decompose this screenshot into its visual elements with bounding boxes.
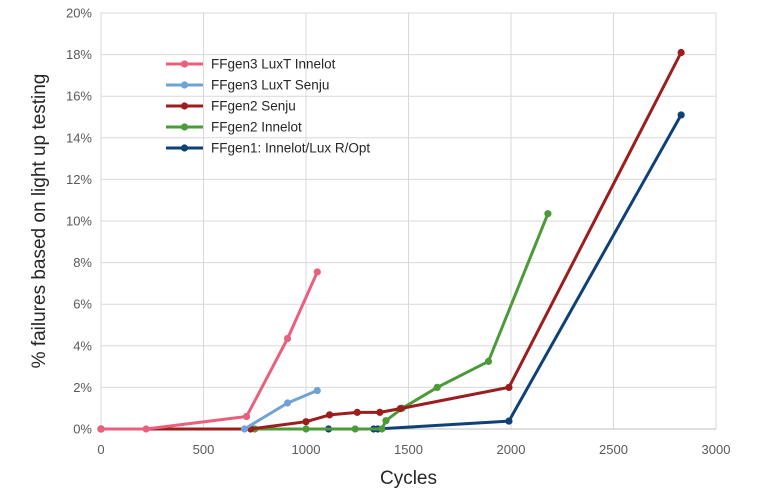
data-point — [302, 425, 310, 433]
legend: FFgen3 LuxT Innelot FFgen3 LuxT Senju FFge… — [166, 57, 370, 156]
x-axis-ticks: 0 500 1000 1500 2000 2500 3000 — [97, 442, 730, 457]
data-point — [351, 425, 359, 433]
y-tick-label: 8% — [73, 255, 92, 270]
legend-item: FFgen2 Senju — [166, 99, 296, 114]
data-point — [242, 412, 251, 421]
data-point — [505, 383, 513, 391]
y-tick-label: 18% — [66, 47, 92, 62]
data-point — [142, 425, 150, 433]
y-tick-label: 6% — [73, 297, 92, 312]
data-point — [382, 417, 390, 425]
legend-swatch-marker — [180, 123, 189, 131]
series-line — [99, 212, 550, 431]
data-point — [97, 425, 105, 433]
legend-item: FFgen3 LuxT Innelot — [166, 57, 336, 72]
legend-label: FFgen2 Senju — [211, 99, 296, 114]
data-point — [283, 334, 292, 343]
legend-swatch-marker — [180, 60, 189, 68]
series-ffgen3-luxt-innelot — [97, 268, 321, 433]
x-tick-label: 2500 — [599, 442, 628, 457]
legend-label: FFgen2 Innelot — [211, 120, 302, 135]
data-point — [240, 425, 249, 433]
data-point — [484, 357, 493, 365]
x-tick-label: 0 — [97, 442, 104, 457]
legend-item: FFgen3 LuxT Senju — [166, 78, 329, 93]
legend-swatch-marker — [180, 102, 189, 110]
x-tick-label: 3000 — [702, 442, 731, 457]
data-point — [677, 48, 685, 57]
y-tick-label: 14% — [66, 130, 92, 145]
legend-swatch-marker — [180, 81, 189, 89]
x-tick-label: 2000 — [497, 442, 526, 457]
y-tick-label: 20% — [66, 6, 92, 21]
data-point — [378, 425, 386, 433]
y-tick-label: 4% — [73, 338, 92, 353]
data-point — [376, 408, 384, 416]
y-tick-label: 16% — [66, 89, 92, 104]
series-line — [99, 51, 683, 431]
data-point — [544, 210, 552, 218]
legend-item: FFgen1: Innelot/Lux R/Opt — [166, 141, 370, 156]
plot-series — [97, 48, 685, 433]
x-axis-title: Cycles — [380, 468, 437, 489]
legend-item: FFgen2 Innelot — [166, 120, 302, 135]
y-tick-label: 12% — [66, 172, 92, 187]
y-axis-ticks: 0% 2% 4% 6% 8% 10% 12% 14% 16% 18% 20% — [66, 6, 92, 437]
y-tick-label: 0% — [73, 422, 92, 437]
data-point — [302, 418, 310, 426]
y-tick-label: 2% — [73, 380, 92, 395]
data-point — [433, 383, 441, 391]
x-tick-label: 500 — [193, 442, 215, 457]
series-line — [99, 113, 683, 431]
data-point — [325, 411, 334, 419]
grid-lines — [100, 12, 717, 430]
legend-label: FFgen3 LuxT Innelot — [211, 57, 336, 72]
data-point — [313, 386, 321, 395]
x-tick-label: 1000 — [292, 442, 321, 457]
y-axis-title: % failures based on light up testing — [29, 74, 50, 369]
y-tick-label: 10% — [66, 214, 92, 229]
data-point — [505, 417, 513, 425]
series-ffgen1-innelot-lux-r-opt — [97, 111, 685, 433]
data-point — [677, 111, 685, 119]
legend-label: FFgen3 LuxT Senju — [211, 78, 329, 93]
data-point — [313, 268, 321, 276]
legend-swatch-marker — [180, 144, 189, 152]
data-point — [353, 408, 361, 416]
x-tick-label: 1500 — [394, 442, 423, 457]
series-ffgen3-luxt-senju — [240, 386, 321, 433]
series-ffgen2-innelot — [97, 210, 552, 433]
data-point — [396, 405, 404, 413]
data-point — [283, 399, 292, 407]
legend-label: FFgen1: Innelot/Lux R/Opt — [211, 141, 370, 156]
